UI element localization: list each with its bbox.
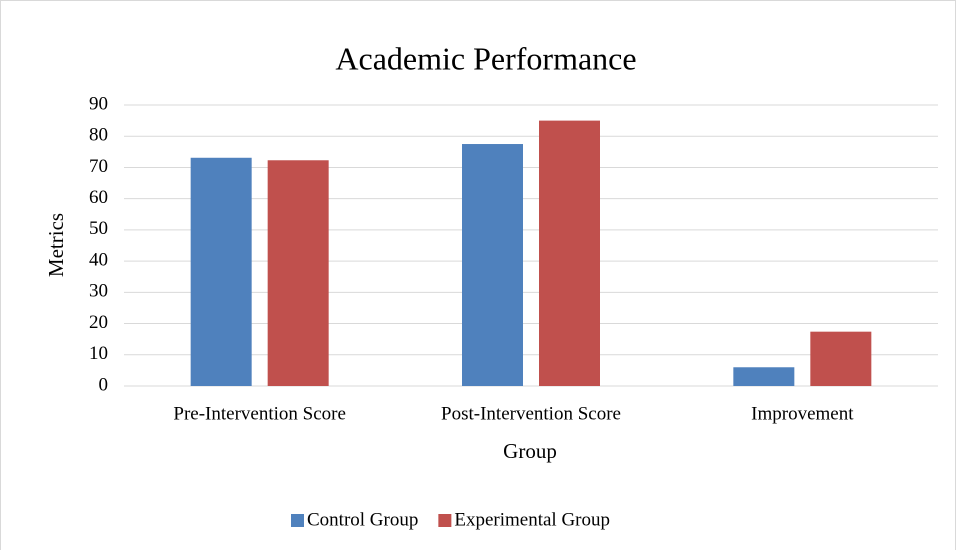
bar	[190, 157, 252, 386]
legend-label: Control Group	[307, 509, 418, 530]
x-tick-label: Improvement	[751, 403, 854, 424]
legend-swatch	[438, 514, 452, 527]
y-tick-label: 50	[89, 218, 108, 239]
y-tick-label: 40	[89, 249, 108, 270]
x-tick-label: Post-Intervention Score	[441, 403, 621, 424]
chart-title: Academic Performance	[335, 40, 636, 76]
bar	[810, 331, 872, 386]
legend-swatch	[291, 514, 304, 527]
y-tick-label: 60	[89, 187, 108, 208]
y-tick-label: 30	[89, 281, 108, 302]
x-tick-label: Pre-Intervention Score	[173, 403, 346, 424]
y-tick-label: 0	[99, 374, 109, 395]
y-axis-label: Metrics	[44, 213, 68, 277]
bar	[267, 160, 329, 386]
y-tick-label: 10	[89, 343, 108, 364]
legend-label: Experimental Group	[454, 509, 610, 530]
y-tick-label: 70	[89, 156, 108, 177]
bar	[462, 144, 523, 386]
bar	[539, 120, 600, 386]
y-tick-label: 20	[89, 312, 108, 333]
y-tick-label: 90	[89, 93, 108, 114]
y-tick-label: 80	[89, 125, 108, 146]
bar	[733, 367, 795, 386]
x-axis-label: Group	[503, 439, 557, 463]
